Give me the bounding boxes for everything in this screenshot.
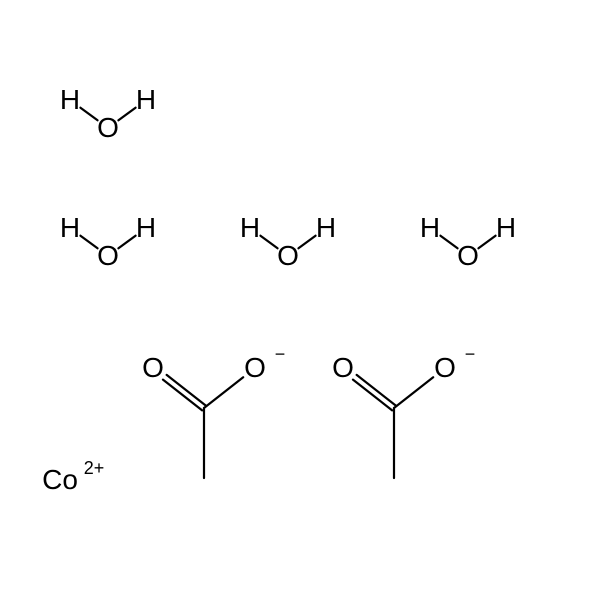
atom-label: O xyxy=(142,354,164,382)
atom-label: H xyxy=(420,214,440,242)
atom-label: H xyxy=(60,86,80,114)
atom-label: O xyxy=(97,114,119,142)
atom-label: H xyxy=(136,214,156,242)
charge-label: 2+ xyxy=(84,459,105,477)
atom-label: O xyxy=(457,242,479,270)
charge-label: − xyxy=(275,345,286,363)
atom-label: H xyxy=(240,214,260,242)
atom-label: O xyxy=(332,354,354,382)
molecular-structure: HOHHOHHOHHOHOOOOCo−−2+ xyxy=(0,0,600,600)
atom-label: H xyxy=(496,214,516,242)
atom-label: Co xyxy=(42,466,78,494)
bond-layer xyxy=(0,0,600,600)
atom-label: O xyxy=(97,242,119,270)
atom-label: O xyxy=(277,242,299,270)
atom-label: O xyxy=(244,354,266,382)
atom-label: O xyxy=(434,354,456,382)
atom-label: H xyxy=(316,214,336,242)
charge-label: − xyxy=(465,345,476,363)
atom-label: H xyxy=(136,86,156,114)
atom-label: H xyxy=(60,214,80,242)
